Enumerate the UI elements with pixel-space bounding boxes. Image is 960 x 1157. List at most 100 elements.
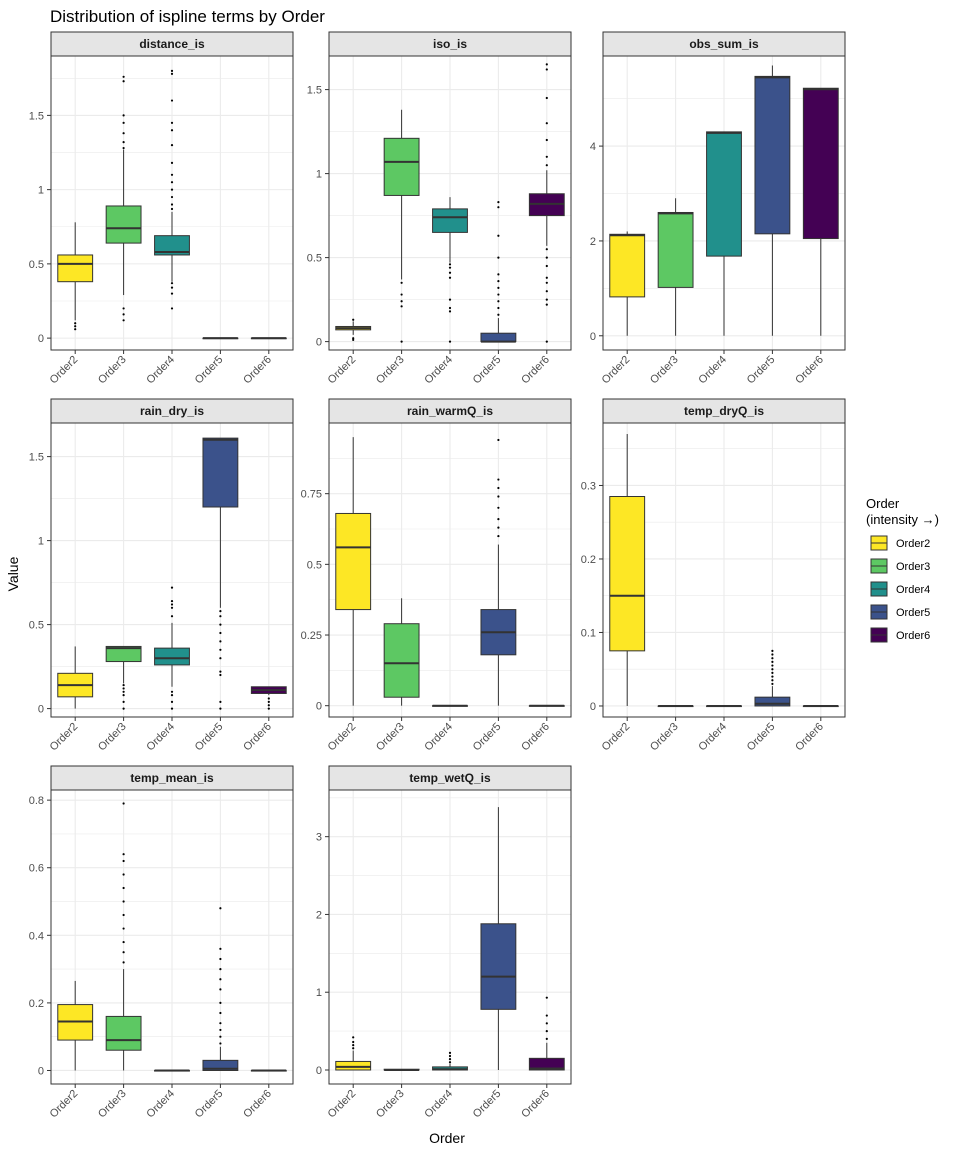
outlier-point (122, 690, 125, 693)
outlier-point (448, 1054, 452, 1058)
outlier-point (122, 707, 125, 710)
outlier-point (170, 188, 174, 191)
box-iqr (754, 696, 791, 707)
y-tick-label: 0.2 (29, 998, 44, 1010)
y-tick-label: 0.5 (29, 620, 44, 632)
outlier-point (219, 1042, 222, 1045)
outlier-point (170, 615, 174, 618)
facet-strip-label: distance_is (139, 37, 205, 51)
legend-label: Order6 (896, 630, 930, 642)
outlier-point (170, 694, 174, 697)
box-Order2 (335, 1036, 372, 1071)
outlier-point (352, 338, 355, 342)
outlier-point (219, 640, 222, 643)
box-iqr (335, 512, 372, 611)
box-Order4 (154, 69, 190, 310)
outlier-point (219, 657, 222, 660)
y-tick-label: 0 (316, 337, 322, 349)
outlier-point (122, 694, 125, 697)
outlier-point (448, 1051, 452, 1054)
outlier-point (448, 276, 452, 279)
outlier-point (219, 648, 222, 651)
outlier-point (170, 603, 174, 606)
box-Order4 (432, 197, 468, 343)
box-Order2 (57, 222, 94, 331)
box-iqr (754, 75, 791, 235)
outlier-point (122, 683, 125, 687)
outlier-point (545, 164, 548, 167)
y-tick-label: 0.5 (307, 559, 322, 571)
outlier-point (170, 282, 174, 285)
box-Order5 (202, 337, 239, 340)
outlier-point (497, 293, 500, 296)
outlier-point (448, 298, 452, 301)
outlier-point (352, 318, 355, 321)
legend-item-Order4: Order4 (870, 581, 930, 597)
outlier-point (122, 687, 125, 690)
outlier-point (219, 707, 222, 710)
panel-border (328, 55, 572, 351)
outlier-point (219, 670, 222, 673)
box-Order2 (609, 434, 646, 706)
outlier-point (448, 340, 452, 343)
outlier-point (352, 1036, 355, 1039)
legend: Order (intensity →) Order2 Order3 Order4 Or… (866, 496, 939, 643)
outlier-point (497, 438, 500, 442)
box-Order5 (480, 201, 517, 343)
outlier-point (122, 913, 125, 917)
box-Order5 (202, 437, 239, 710)
y-tick-label: 0.5 (307, 253, 322, 265)
outlier-point (219, 978, 222, 981)
box-iqr (528, 1057, 565, 1071)
outlier-point (545, 303, 548, 306)
outlier-point (122, 141, 125, 144)
outlier-point (170, 161, 174, 165)
outlier-point (170, 203, 174, 206)
outlier-point (497, 234, 500, 237)
outlier-point (497, 478, 500, 481)
legend-label: Order5 (896, 607, 930, 619)
outlier-point (170, 286, 174, 289)
y-tick-label: 0.2 (581, 554, 596, 566)
outlier-point (545, 138, 548, 142)
outlier-point (170, 72, 174, 75)
box-iqr (802, 87, 839, 240)
facet-strip-label: temp_wetQ_is (409, 771, 491, 785)
facet-strip-label: rain_warmQ_is (407, 404, 493, 418)
y-tick-label: 0 (316, 701, 322, 713)
outlier-point (771, 675, 774, 678)
outlier-point (771, 657, 774, 660)
outlier-point (170, 606, 174, 609)
outlier-point (352, 1044, 355, 1047)
outlier-point (497, 306, 500, 310)
box-iqr (383, 623, 420, 698)
y-tick-label: 4 (590, 141, 596, 153)
box-Order4 (706, 704, 742, 708)
outlier-point (545, 248, 548, 251)
outlier-point (219, 907, 222, 910)
outlier-point (267, 707, 270, 710)
outlier-point (122, 961, 125, 964)
legend-label: Order2 (896, 538, 930, 550)
outlier-point (771, 668, 774, 671)
box-Order2 (57, 646, 94, 709)
outlier-point (122, 927, 125, 930)
box-Order2 (609, 231, 646, 336)
outlier-point (267, 697, 270, 700)
outlier-point (122, 80, 125, 83)
outlier-point (122, 307, 125, 310)
outlier-point (122, 951, 125, 954)
outlier-point (545, 1030, 548, 1033)
legend-item-Order6: Order6 (870, 627, 930, 643)
box-Order6 (528, 63, 565, 343)
outlier-point (448, 266, 452, 269)
facet-strip-label: iso_is (433, 37, 467, 51)
outlier-point (122, 132, 125, 135)
panel-border (50, 789, 294, 1085)
box-Order3 (105, 802, 142, 1071)
panel-border (328, 422, 572, 718)
outlier-point (219, 947, 222, 950)
box-iqr (383, 137, 420, 196)
legend-subtitle: (intensity →) (866, 512, 939, 527)
y-tick-label: 1.5 (29, 110, 44, 122)
